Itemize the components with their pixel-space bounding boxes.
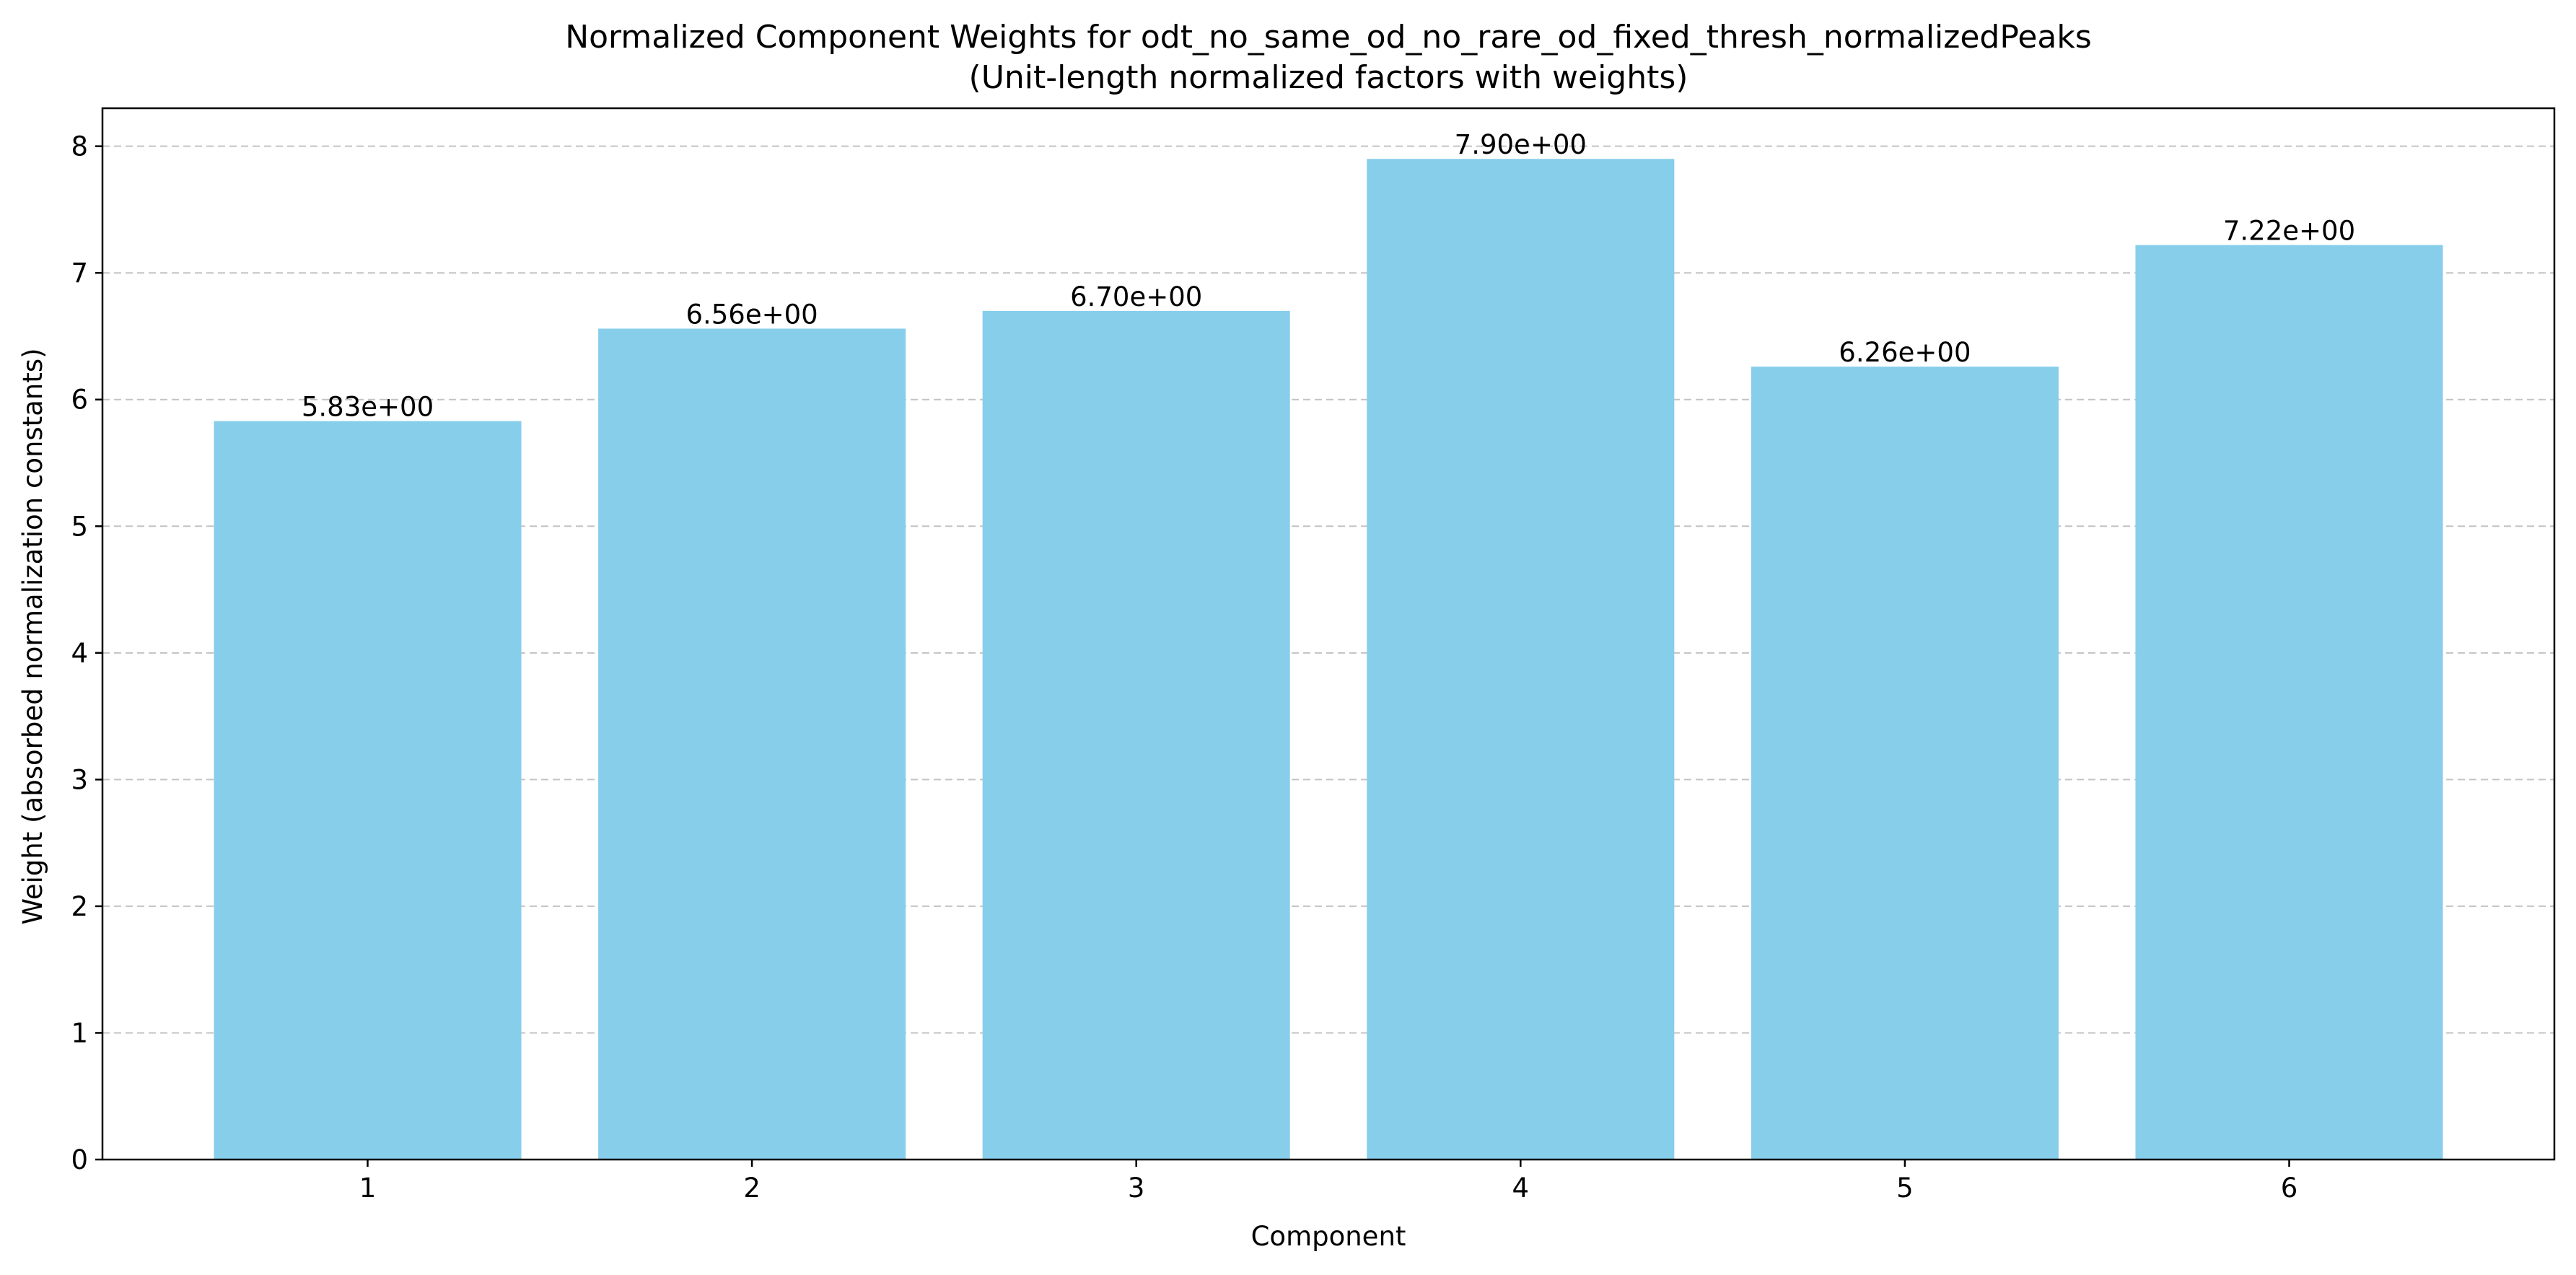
x-tick-label: 6 bbox=[2281, 1173, 2298, 1204]
y-tick-label: 4 bbox=[71, 638, 88, 669]
bar-component-3 bbox=[982, 310, 1290, 1160]
bar-value-label: 5.83e+00 bbox=[302, 392, 434, 423]
x-tick-label: 2 bbox=[743, 1173, 761, 1204]
bar-value-label: 7.90e+00 bbox=[1455, 129, 1587, 160]
chart-title: Normalized Component Weights for odt_no_… bbox=[565, 19, 2092, 56]
x-axis-label: Component bbox=[1251, 1221, 1406, 1252]
x-tick-label: 5 bbox=[1896, 1173, 1914, 1204]
y-tick-label: 8 bbox=[71, 131, 88, 162]
bars bbox=[214, 159, 2443, 1160]
x-tick-label: 3 bbox=[1128, 1173, 1145, 1204]
bar-value-labels: 5.83e+00 6.56e+00 6.70e+00 7.90e+00 6.26e+00… bbox=[302, 129, 2355, 422]
y-axis-ticks: 0 1 2 3 4 5 6 7 8 bbox=[71, 131, 102, 1175]
y-tick-label: 6 bbox=[71, 385, 88, 416]
x-axis-ticks: 1 2 3 4 5 6 bbox=[359, 1160, 2298, 1204]
chart-subtitle: (Unit-length normalized factors with wei… bbox=[969, 59, 1688, 96]
bar-value-label: 7.22e+00 bbox=[2223, 216, 2355, 247]
y-tick-label: 1 bbox=[71, 1017, 88, 1048]
y-tick-label: 0 bbox=[71, 1144, 88, 1175]
bar-component-6 bbox=[2135, 245, 2443, 1160]
bar-value-label: 6.56e+00 bbox=[685, 299, 818, 330]
bar-component-2 bbox=[598, 328, 906, 1160]
plot-area-frame bbox=[101, 107, 2556, 1161]
bar-value-label: 6.26e+00 bbox=[1839, 337, 1971, 368]
y-tick-label: 5 bbox=[71, 511, 88, 542]
y-tick-label: 2 bbox=[71, 891, 88, 922]
y-axis-label: Weight (absorbed normalization constants… bbox=[17, 348, 48, 924]
bar-component-5 bbox=[1751, 367, 2059, 1160]
x-tick-label: 1 bbox=[359, 1173, 377, 1204]
bar-component-4 bbox=[1367, 159, 1675, 1160]
bar-component-1 bbox=[214, 421, 522, 1160]
x-tick-label: 4 bbox=[1512, 1173, 1530, 1204]
bar-value-label: 6.70e+00 bbox=[1070, 281, 1202, 312]
y-tick-label: 3 bbox=[71, 764, 88, 795]
y-tick-label: 7 bbox=[71, 258, 88, 289]
